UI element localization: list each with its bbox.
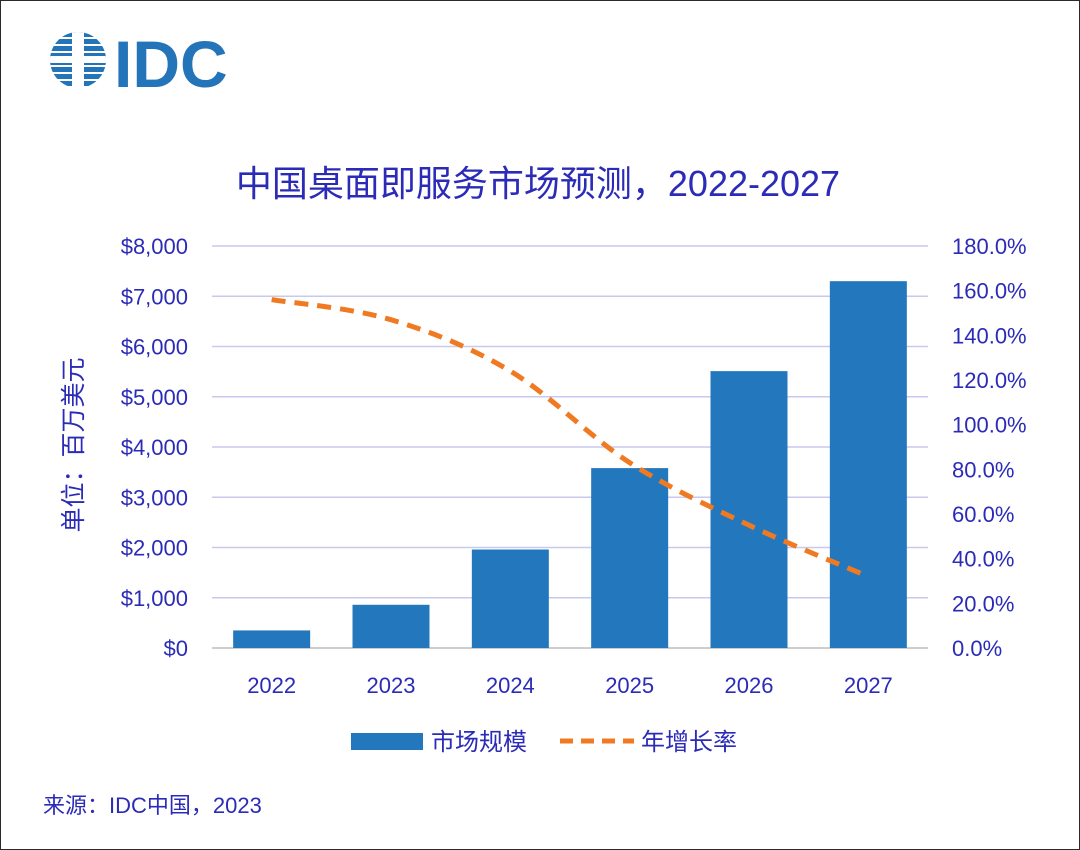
bar-2027 <box>829 281 907 648</box>
bar-2024 <box>471 549 549 648</box>
legend: 市场规模 年增长率 <box>351 729 737 756</box>
legend-bar-swatch <box>351 733 423 750</box>
y-axis-label: 单位：百万美元 <box>60 357 88 532</box>
bar-series <box>233 281 907 648</box>
y-right-tick-label: 160.0% <box>952 279 1027 304</box>
x-tick-label: 2024 <box>486 673 535 698</box>
x-tick-label: 2022 <box>247 673 296 698</box>
x-tick-label: 2026 <box>725 673 774 698</box>
y-right-tick-label: 20.0% <box>952 591 1014 616</box>
y-right-tick-label: 180.0% <box>952 234 1027 259</box>
x-tick-label: 2023 <box>367 673 416 698</box>
y-tick-label: $8,000 <box>121 234 188 259</box>
y-tick-label: $7,000 <box>121 284 188 309</box>
legend-bar-label: 市场规模 <box>431 729 527 756</box>
idc-logo: IDC <box>50 27 228 96</box>
x-axis-ticks: 2022 2023 2024 2025 2026 2027 <box>247 673 893 698</box>
y-right-tick-label: 40.0% <box>952 547 1014 572</box>
bar-2022 <box>233 630 311 648</box>
y-tick-label: $6,000 <box>121 335 188 360</box>
y-right-tick-label: 120.0% <box>952 368 1027 393</box>
idc-globe-icon <box>50 32 106 88</box>
source-note: 来源：IDC中国，2023 <box>43 793 262 818</box>
y-tick-label: $3,000 <box>121 485 188 510</box>
right-axis-ticks: 0.0% 20.0% 40.0% 60.0% 80.0% 100.0% 120.0% 140.… <box>952 234 1027 661</box>
y-tick-label: $5,000 <box>121 385 188 410</box>
legend-line-label: 年增长率 <box>641 729 737 756</box>
y-tick-label: $4,000 <box>121 435 188 460</box>
growth-rate-line <box>271 297 870 579</box>
y-right-tick-label: 140.0% <box>952 323 1027 348</box>
idc-logo-text: IDC <box>114 27 228 96</box>
y-tick-label: $1,000 <box>121 586 188 611</box>
y-right-tick-label: 0.0% <box>952 636 1002 661</box>
gridlines <box>212 245 928 649</box>
y-right-tick-label: 100.0% <box>952 413 1027 438</box>
y-right-tick-label: 80.0% <box>952 457 1014 482</box>
x-tick-label: 2025 <box>605 673 654 698</box>
y-tick-label: $2,000 <box>121 536 188 561</box>
x-tick-label: 2027 <box>844 673 893 698</box>
bar-2025 <box>591 468 669 648</box>
growth-line-series <box>271 297 870 579</box>
bar-2023 <box>352 604 430 648</box>
chart-title: 中国桌面即服务市场预测，2022-2027 <box>236 163 840 204</box>
bar-2026 <box>710 371 788 648</box>
y-tick-label: $0 <box>164 636 188 661</box>
left-axis-ticks: $0 $1,000 $2,000 $3,000 $4,000 $5,000 $6,000 $7… <box>121 234 188 661</box>
y-right-tick-label: 60.0% <box>952 502 1014 527</box>
